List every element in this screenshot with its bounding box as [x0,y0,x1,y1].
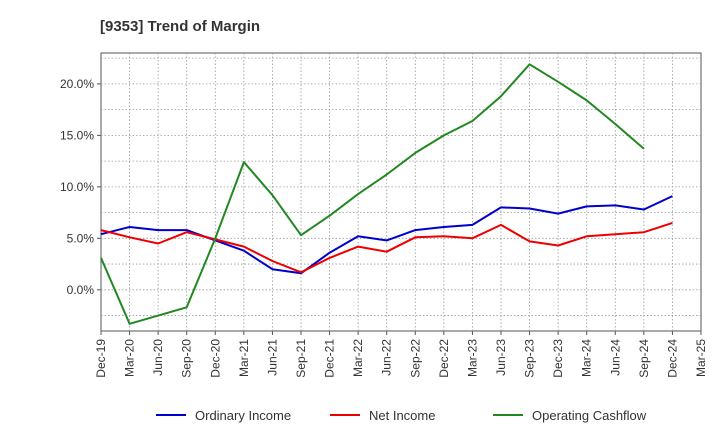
x-tick-label: Dec-20 [208,339,222,378]
x-tick-label: Jun-23 [494,339,508,376]
y-tick-label: 10.0% [60,180,94,194]
y-tick-label: 20.0% [60,77,94,91]
series-line-net-income [100,221,673,274]
x-tick-label: Jun-20 [151,339,165,376]
chart-title: [9353] Trend of Margin [100,18,260,35]
series-lines [100,63,673,325]
series-line-operating-cashflow [100,63,645,325]
x-axis: Dec-19 Mar-20 Jun-20 Sep-20 Dec-20 Mar-21 Jun-… [94,331,708,378]
x-tick-label: Sep-21 [294,339,308,378]
series-line-ordinary-income [100,195,673,275]
x-tick-label: Dec-21 [323,339,337,378]
x-tick-label: Jun-22 [380,339,394,376]
legend-label-operating-cashflow: Operating Cashflow [532,408,647,423]
x-tick-label: Mar-21 [237,339,251,377]
x-tick-label: Jun-24 [608,339,622,376]
x-tick-label: Sep-20 [180,339,194,378]
x-tick-label: Jun-21 [265,339,279,376]
x-tick-label: Mar-23 [465,339,479,377]
y-tick-label: 0.0% [67,283,95,297]
x-tick-label: Mar-20 [123,339,137,377]
x-tick-label: Dec-23 [551,339,565,378]
y-tick-label: 15.0% [60,128,94,142]
x-tick-label: Sep-24 [637,339,651,378]
x-tick-label: Dec-19 [94,339,108,378]
legend: Ordinary Income Net Income Operating Cashf… [156,408,647,423]
x-tick-label: Sep-23 [523,339,537,378]
plot-area [100,52,702,332]
x-tick-label: Mar-25 [694,339,708,377]
y-tick-label: 5.0% [67,231,95,245]
y-axis: 0.0% 5.0% 10.0% 15.0% 20.0% [60,77,101,297]
x-tick-label: Mar-24 [580,339,594,377]
x-tick-label: Mar-22 [351,339,365,377]
grid-lines [101,53,701,331]
legend-label-net-income: Net Income [369,408,435,423]
x-tick-label: Sep-22 [408,339,422,378]
x-tick-label: Dec-22 [437,339,451,378]
legend-label-ordinary-income: Ordinary Income [195,408,291,423]
x-tick-label: Dec-24 [665,339,679,378]
